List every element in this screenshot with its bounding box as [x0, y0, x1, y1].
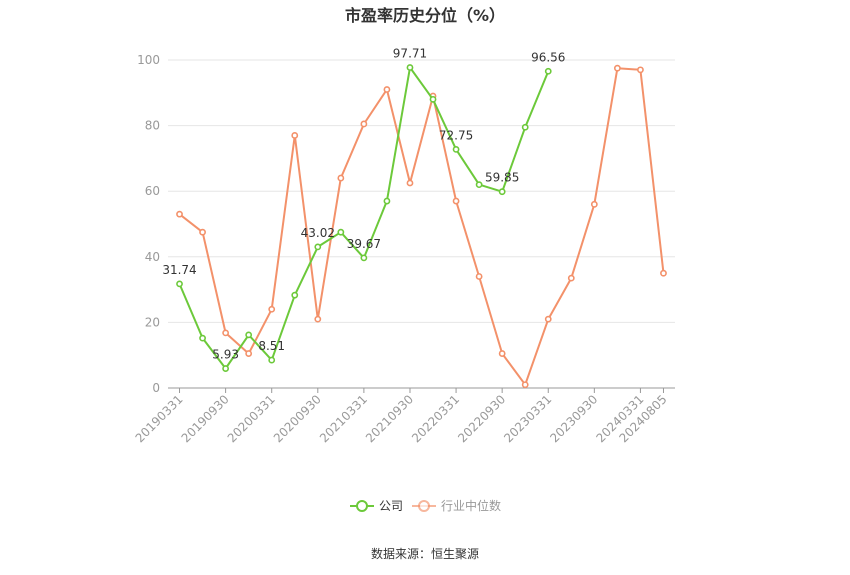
data-point [337, 228, 345, 236]
data-label: 97.71 [393, 47, 427, 61]
data-label: 72.75 [439, 128, 473, 142]
data-point [383, 197, 391, 205]
y-tick-label: 80 [145, 119, 160, 133]
data-point [475, 181, 483, 189]
legend-item-company[interactable]: 公司 [350, 499, 403, 513]
x-tick-label: 20230930 [547, 392, 600, 445]
data-label: 8.51 [258, 339, 285, 353]
data-point [291, 132, 299, 139]
data-point [268, 356, 276, 364]
series-industry-median [176, 64, 667, 389]
data-point [314, 315, 322, 323]
y-tick-label: 20 [145, 315, 160, 329]
y-tick-label: 100 [137, 53, 160, 67]
y-tick-label: 40 [145, 250, 160, 264]
legend-marker [356, 500, 368, 512]
data-point [613, 64, 621, 72]
legend-label: 公司 [379, 499, 403, 513]
data-point [521, 381, 529, 389]
data-point [406, 179, 414, 187]
x-tick-label: 20210331 [317, 392, 370, 445]
data-label: 31.74 [162, 263, 196, 277]
data-point [222, 329, 230, 337]
data-point [176, 210, 183, 218]
x-tick-label: 20220331 [409, 392, 462, 445]
data-point [383, 86, 391, 93]
data-point [222, 365, 230, 372]
x-tick-label: 20190331 [133, 392, 186, 445]
x-tick-label: 20210930 [363, 392, 416, 445]
x-tick-label: 20200331 [225, 392, 278, 445]
legend-marker [418, 500, 430, 512]
source-note: 数据来源：恒生聚源 [370, 547, 479, 561]
y-axis: 0 20 40 60 80 100 [137, 53, 160, 395]
data-point [291, 291, 299, 299]
data-point [544, 67, 552, 75]
legend-label: 行业中位数 [441, 498, 501, 513]
data-point [498, 350, 506, 357]
data-point [452, 197, 460, 205]
data-point [544, 315, 552, 323]
data-point [590, 200, 598, 208]
data-point [268, 305, 276, 313]
data-point [429, 95, 437, 103]
series-line [178, 67, 665, 386]
data-point [314, 243, 322, 251]
series-lines [176, 64, 667, 389]
data-point [498, 188, 506, 196]
data-label: 59.85 [485, 171, 519, 185]
x-tick-labels: 2019033120190930202003312020093020210331… [133, 392, 670, 445]
data-point [176, 280, 183, 288]
data-label: 96.56 [531, 50, 565, 64]
data-point [475, 273, 483, 280]
legend-item-industry-median[interactable]: 行业中位数 [412, 498, 501, 513]
x-tick-label: 20200930 [271, 392, 324, 445]
y-tick-label: 0 [152, 381, 160, 395]
chart-title: 市盈率历史分位（%） [344, 6, 506, 25]
data-point [199, 334, 206, 342]
data-point [406, 64, 414, 71]
data-point [360, 254, 368, 262]
legend[interactable]: 公司 行业中位数 [350, 498, 501, 513]
series-company [176, 64, 552, 372]
data-label: 39.67 [347, 237, 381, 251]
grid-lines [168, 59, 675, 323]
x-axis [168, 387, 675, 393]
data-point [567, 274, 575, 282]
data-label: 5.93 [212, 348, 239, 362]
data-point [452, 145, 460, 153]
x-tick-label: 20220930 [455, 392, 508, 445]
data-point [637, 66, 644, 74]
data-point [521, 123, 529, 131]
data-label: 43.02 [301, 226, 335, 240]
y-tick-label: 60 [145, 184, 160, 198]
data-point [245, 331, 253, 339]
data-point [360, 120, 368, 128]
data-point [245, 350, 253, 357]
data-point [660, 269, 667, 277]
data-point [199, 228, 206, 236]
x-tick-label: 20190930 [179, 392, 232, 445]
data-labels: 31.74 5.93 8.51 43.02 39.67 97.71 72.75 59.85 96… [162, 47, 565, 362]
data-point [337, 174, 345, 182]
x-tick-label: 20230331 [501, 392, 554, 445]
